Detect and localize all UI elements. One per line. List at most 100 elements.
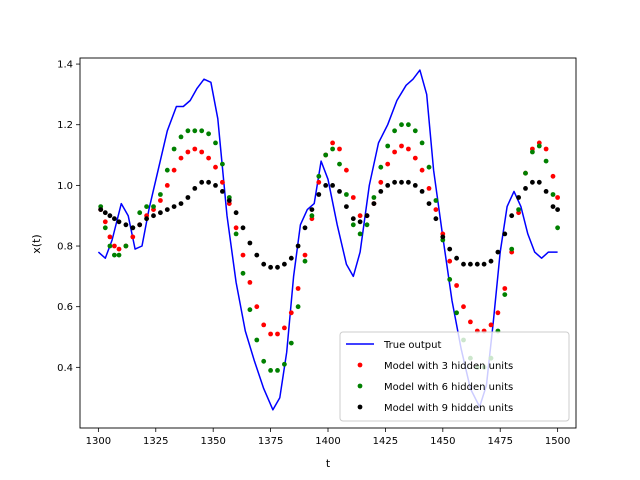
data-point-series-3 (337, 189, 342, 194)
data-point-series-1 (116, 246, 122, 252)
data-point-series-3 (137, 222, 143, 228)
legend-label: True output (383, 340, 441, 351)
data-point-series-1 (502, 286, 508, 291)
legend-box (339, 331, 570, 422)
data-point-series-1 (330, 140, 335, 146)
data-point-series-2 (344, 192, 349, 197)
data-point-series-2 (137, 210, 143, 216)
y-tick-label: 1.0 (57, 181, 73, 192)
data-point-series-2 (516, 207, 521, 213)
data-point-series-1 (302, 252, 308, 258)
y-tick-label: 1.4 (57, 60, 73, 71)
data-point-series-2 (399, 122, 404, 128)
data-point-series-1 (247, 280, 253, 285)
data-point-series-3 (516, 195, 521, 200)
data-point-series-2 (144, 204, 150, 210)
data-point-series-3 (495, 249, 501, 255)
data-point-series-3 (164, 207, 170, 213)
data-point-series-1 (254, 304, 260, 310)
data-point-series-1 (233, 225, 239, 231)
legend-swatch-marker (357, 383, 363, 389)
data-point-series-3 (288, 255, 294, 261)
data-point-series-3 (199, 179, 205, 185)
data-point-series-3 (130, 225, 136, 231)
data-point-series-3 (102, 210, 108, 216)
data-point-series-3 (302, 225, 308, 231)
data-point-series-1 (543, 146, 549, 152)
data-point-series-3 (151, 213, 156, 219)
data-point-series-1 (288, 310, 294, 316)
data-point-series-3 (261, 261, 267, 267)
data-point-series-3 (536, 179, 542, 185)
data-point-series-2 (213, 140, 218, 146)
data-point-series-3 (213, 183, 218, 188)
data-point-series-1 (275, 331, 280, 337)
data-point-series-2 (295, 304, 301, 310)
data-point-series-2 (392, 128, 397, 134)
axes: 1300 1325 1350 1375 1400 1425 1450 1475 1500 0.4 0… (57, 57, 577, 447)
x-tick-label: 1475 (487, 436, 512, 447)
data-point-series-2 (102, 225, 108, 231)
legend-label: Model with 9 hidden units (384, 403, 513, 414)
data-point-series-2 (302, 258, 308, 264)
x-tick-label: 1400 (315, 436, 340, 447)
data-point-series-2 (240, 270, 246, 276)
data-point-series-3 (330, 183, 335, 188)
data-point-series-2 (426, 164, 432, 170)
data-point-series-3 (474, 261, 480, 267)
data-point-series-1 (130, 234, 136, 240)
data-point-series-3 (144, 216, 150, 222)
data-point-series-1 (454, 283, 459, 288)
data-point-series-3 (447, 246, 453, 252)
data-point-series-2 (447, 277, 453, 282)
data-point-series-2 (288, 340, 294, 346)
data-point-series-2 (123, 243, 129, 249)
data-point-series-1 (357, 213, 363, 219)
data-point-series-2 (164, 167, 170, 173)
data-point-series-3 (254, 252, 260, 258)
data-point-series-2 (112, 252, 117, 258)
data-point-series-3 (502, 231, 508, 237)
data-point-series-2 (275, 368, 280, 373)
data-point-series-3 (247, 240, 253, 246)
data-point-series-3 (233, 210, 239, 216)
data-point-series-1 (399, 143, 404, 149)
data-point-series-1 (406, 146, 411, 152)
data-point-series-2 (357, 231, 363, 237)
data-point-series-1 (213, 164, 218, 170)
data-point-series-1 (488, 322, 494, 328)
data-point-series-3 (123, 222, 129, 228)
data-point-series-1 (112, 243, 117, 249)
data-point-series-2 (350, 222, 356, 228)
data-point-series-2 (116, 252, 122, 258)
data-point-series-2 (330, 146, 335, 152)
legend-swatch-marker (357, 362, 363, 368)
data-point-series-3 (454, 255, 459, 261)
data-point-series-2 (378, 164, 384, 170)
data-point-series-2 (543, 158, 549, 164)
data-point-series-2 (107, 243, 113, 249)
data-point-series-3 (344, 204, 349, 210)
data-point-series-3 (192, 186, 198, 191)
data-point-series-3 (357, 219, 363, 225)
data-point-series-2 (419, 140, 425, 146)
data-point-series-3 (316, 192, 322, 197)
data-point-series-2 (206, 131, 212, 137)
data-point-series-1 (447, 258, 453, 264)
y-tick-label: 0.6 (57, 302, 73, 313)
data-point-series-1 (419, 167, 425, 173)
x-tick-label: 1350 (200, 436, 225, 447)
data-point-series-2 (199, 128, 205, 134)
data-point-series-2 (555, 225, 560, 231)
legend-label: Model with 3 hidden units (384, 361, 513, 372)
data-point-series-2 (178, 134, 184, 140)
plot-area (97, 69, 560, 411)
data-point-series-1 (185, 149, 191, 155)
data-point-series-2 (185, 128, 191, 134)
data-point-series-2 (323, 152, 329, 158)
data-point-series-3 (426, 201, 432, 207)
data-point-series-1 (171, 167, 177, 173)
data-point-series-3 (371, 201, 377, 207)
data-point-series-1 (178, 155, 184, 161)
data-point-series-1 (412, 155, 418, 161)
